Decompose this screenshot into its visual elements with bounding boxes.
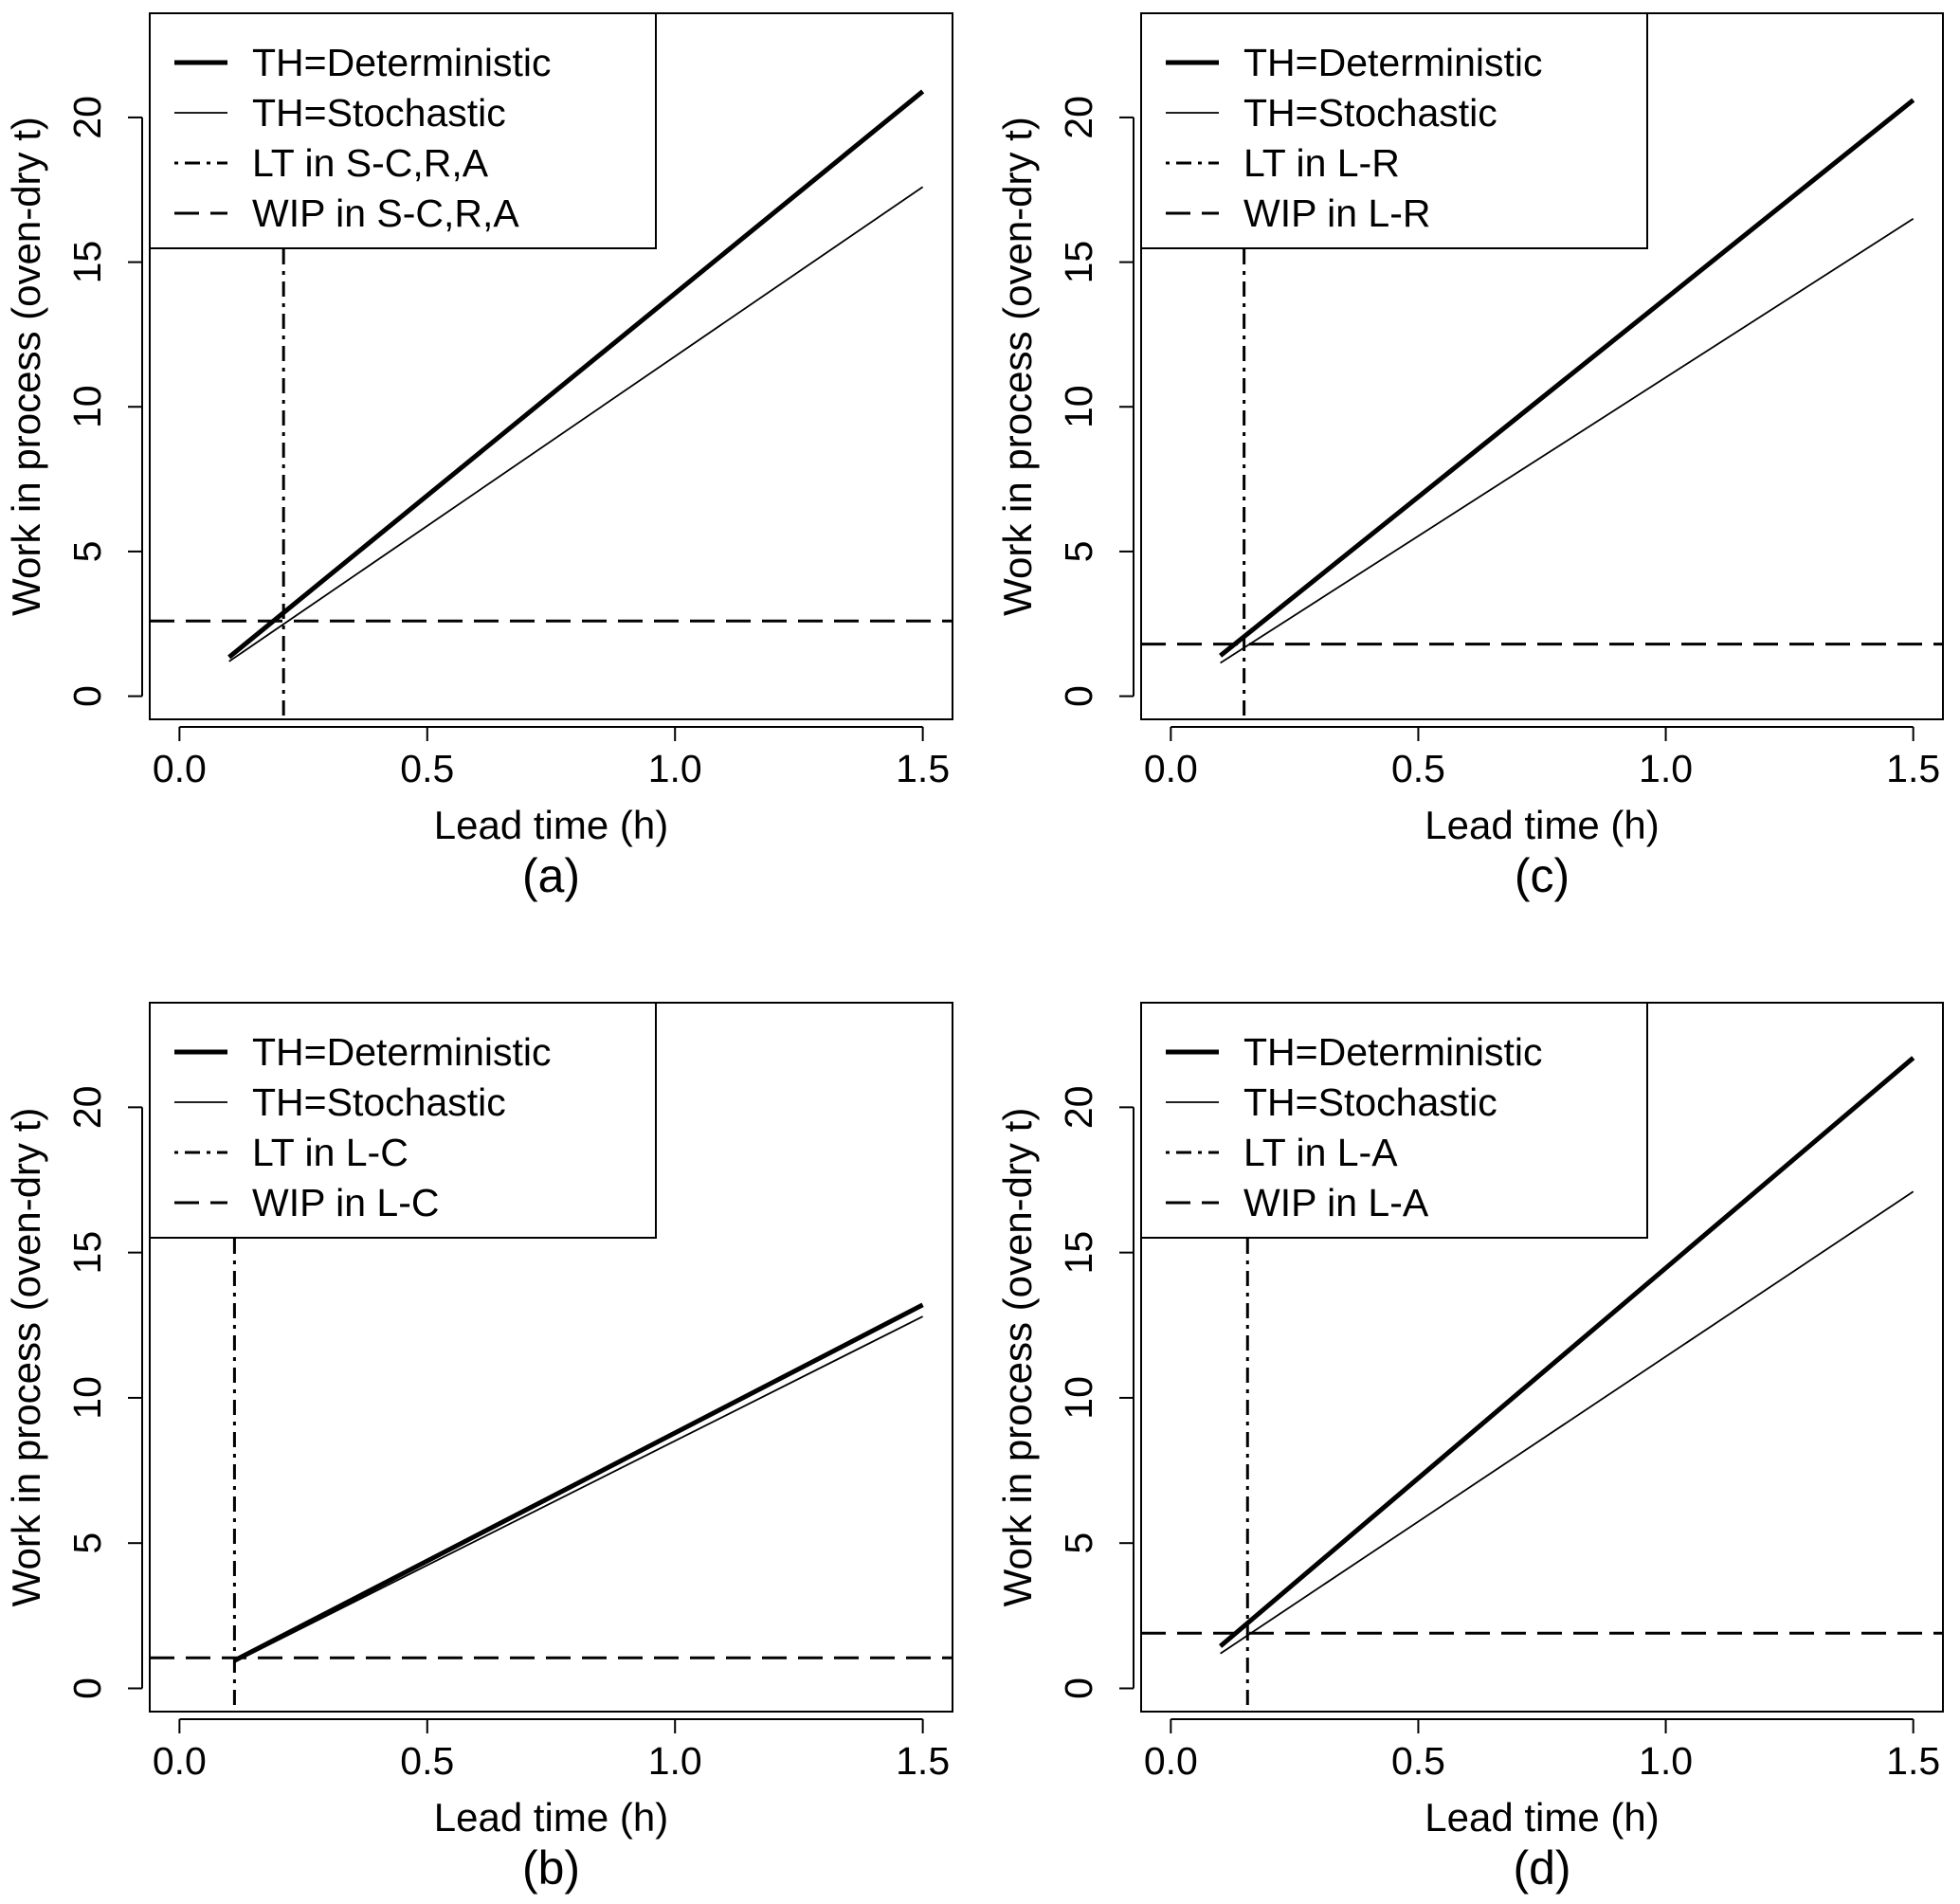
x-tick-label: 1.5 (896, 747, 950, 790)
legend-label: TH=Stochastic (252, 1080, 506, 1124)
legend-label: TH=Stochastic (1243, 1080, 1497, 1124)
x-axis-title: Lead time (h) (434, 1795, 668, 1840)
y-axis-title: Work in process (oven-dry t) (995, 1108, 1040, 1607)
x-tick-label: 1.5 (896, 1739, 950, 1783)
y-tick-label: 20 (65, 1086, 109, 1130)
y-tick-label: 20 (1057, 1086, 1100, 1130)
y-axis-title: Work in process (oven-dry t) (995, 117, 1040, 616)
y-tick-label: 0 (65, 1677, 109, 1699)
x-tick-label: 0.5 (400, 747, 454, 790)
legend: TH=Deterministic TH=Stochastic LT in L-C WI… (149, 1002, 657, 1239)
legend-box (1140, 12, 1648, 249)
legend-label: LT in L-C (252, 1131, 408, 1174)
legend-label: WIP in L-C (252, 1181, 439, 1224)
x-tick-label: 0.5 (400, 1739, 454, 1783)
y-tick-label: 5 (65, 1532, 109, 1554)
x-tick-label: 1.0 (648, 1739, 702, 1783)
x-tick-label: 0.0 (153, 747, 207, 790)
chart-panel-b: 0.0 0.5 1.0 1.5 0 5 10 15 20 Lead time (h) Work in… (4, 1002, 953, 1895)
y-tick-label: 10 (65, 1376, 109, 1420)
y-tick-label: 15 (1057, 1231, 1100, 1275)
x-axis-title: Lead time (h) (434, 803, 668, 847)
legend-label: TH=Deterministic (1243, 41, 1543, 84)
y-tick-label: 0 (1057, 1677, 1100, 1699)
panel-label: (a) (522, 849, 580, 902)
y-tick-label: 5 (1057, 541, 1100, 563)
legend-label: TH=Deterministic (252, 41, 552, 84)
series-line-deterministic (1219, 98, 1915, 658)
y-tick-label: 0 (65, 685, 109, 707)
y-tick-label: 10 (65, 385, 109, 428)
chart-panel-c: 0.0 0.5 1.0 1.5 0 5 10 15 20 Lead time (h) Work in… (995, 12, 1944, 902)
chart-panel-d: 0.0 0.5 1.0 1.5 0 5 10 15 20 Lead time (h) Work in… (995, 1002, 1944, 1895)
y-axis-title: Work in process (oven-dry t) (4, 1108, 48, 1607)
panel-label: (b) (522, 1841, 580, 1895)
series-line-stochastic (1220, 218, 1915, 664)
legend-label: WIP in L-R (1243, 191, 1430, 235)
y-tick-label: 20 (1057, 96, 1100, 139)
legend-label: TH=Stochastic (1243, 91, 1497, 135)
y-tick-label: 15 (65, 241, 109, 284)
legend-label: TH=Deterministic (252, 1030, 552, 1074)
y-tick-label: 5 (65, 541, 109, 563)
x-tick-label: 1.5 (1886, 747, 1940, 790)
legend-label: LT in L-A (1243, 1131, 1398, 1174)
y-tick-label: 10 (1057, 1376, 1100, 1420)
panel-label: (d) (1513, 1841, 1570, 1895)
x-axis-title: Lead time (h) (1425, 803, 1659, 847)
x-tick-label: 0.0 (1144, 1739, 1198, 1783)
x-tick-label: 1.0 (648, 747, 702, 790)
y-tick-label: 10 (1057, 385, 1100, 428)
y-tick-label: 15 (1057, 241, 1100, 284)
x-tick-label: 0.0 (153, 1739, 207, 1783)
chart-panel-a: 0.0 0.5 1.0 1.5 0 5 10 15 20 Lead time (h) Work in… (4, 12, 953, 902)
series-line-deterministic (1218, 1056, 1915, 1648)
legend-box (149, 12, 657, 249)
legend: TH=Deterministic TH=Stochastic LT in L-A WI… (1140, 1002, 1648, 1239)
series-line-stochastic (233, 1315, 924, 1663)
series-line-stochastic (228, 186, 924, 662)
x-tick-label: 0.5 (1391, 1739, 1445, 1783)
x-tick-label: 1.5 (1886, 1739, 1940, 1783)
legend: TH=Deterministic TH=Stochastic LT in S-C,R… (149, 12, 657, 249)
series-line-deterministic (232, 1302, 924, 1663)
legend: TH=Deterministic TH=Stochastic LT in L-R WI… (1140, 12, 1648, 249)
y-axis-title: Work in process (oven-dry t) (4, 117, 48, 616)
series-line-stochastic (1220, 1190, 1915, 1655)
y-tick-label: 15 (65, 1231, 109, 1275)
x-tick-label: 1.0 (1639, 747, 1693, 790)
legend-box (149, 1002, 657, 1239)
x-axis-title: Lead time (h) (1425, 1795, 1659, 1840)
x-tick-label: 0.0 (1144, 747, 1198, 790)
panel-label: (c) (1515, 849, 1570, 902)
legend-label: WIP in L-A (1243, 1181, 1429, 1224)
legend-label: LT in S-C,R,A (252, 141, 489, 185)
legend-label: TH=Stochastic (252, 91, 506, 135)
legend-label: LT in L-R (1243, 141, 1400, 185)
y-tick-label: 20 (65, 96, 109, 139)
legend-box (1140, 1002, 1648, 1239)
y-tick-label: 5 (1057, 1532, 1100, 1554)
y-tick-label: 0 (1057, 685, 1100, 707)
x-tick-label: 0.5 (1391, 747, 1445, 790)
x-tick-label: 1.0 (1639, 1739, 1693, 1783)
series-line-deterministic (227, 89, 925, 660)
legend-label: WIP in S-C,R,A (252, 191, 519, 235)
legend-label: TH=Deterministic (1243, 1030, 1543, 1074)
